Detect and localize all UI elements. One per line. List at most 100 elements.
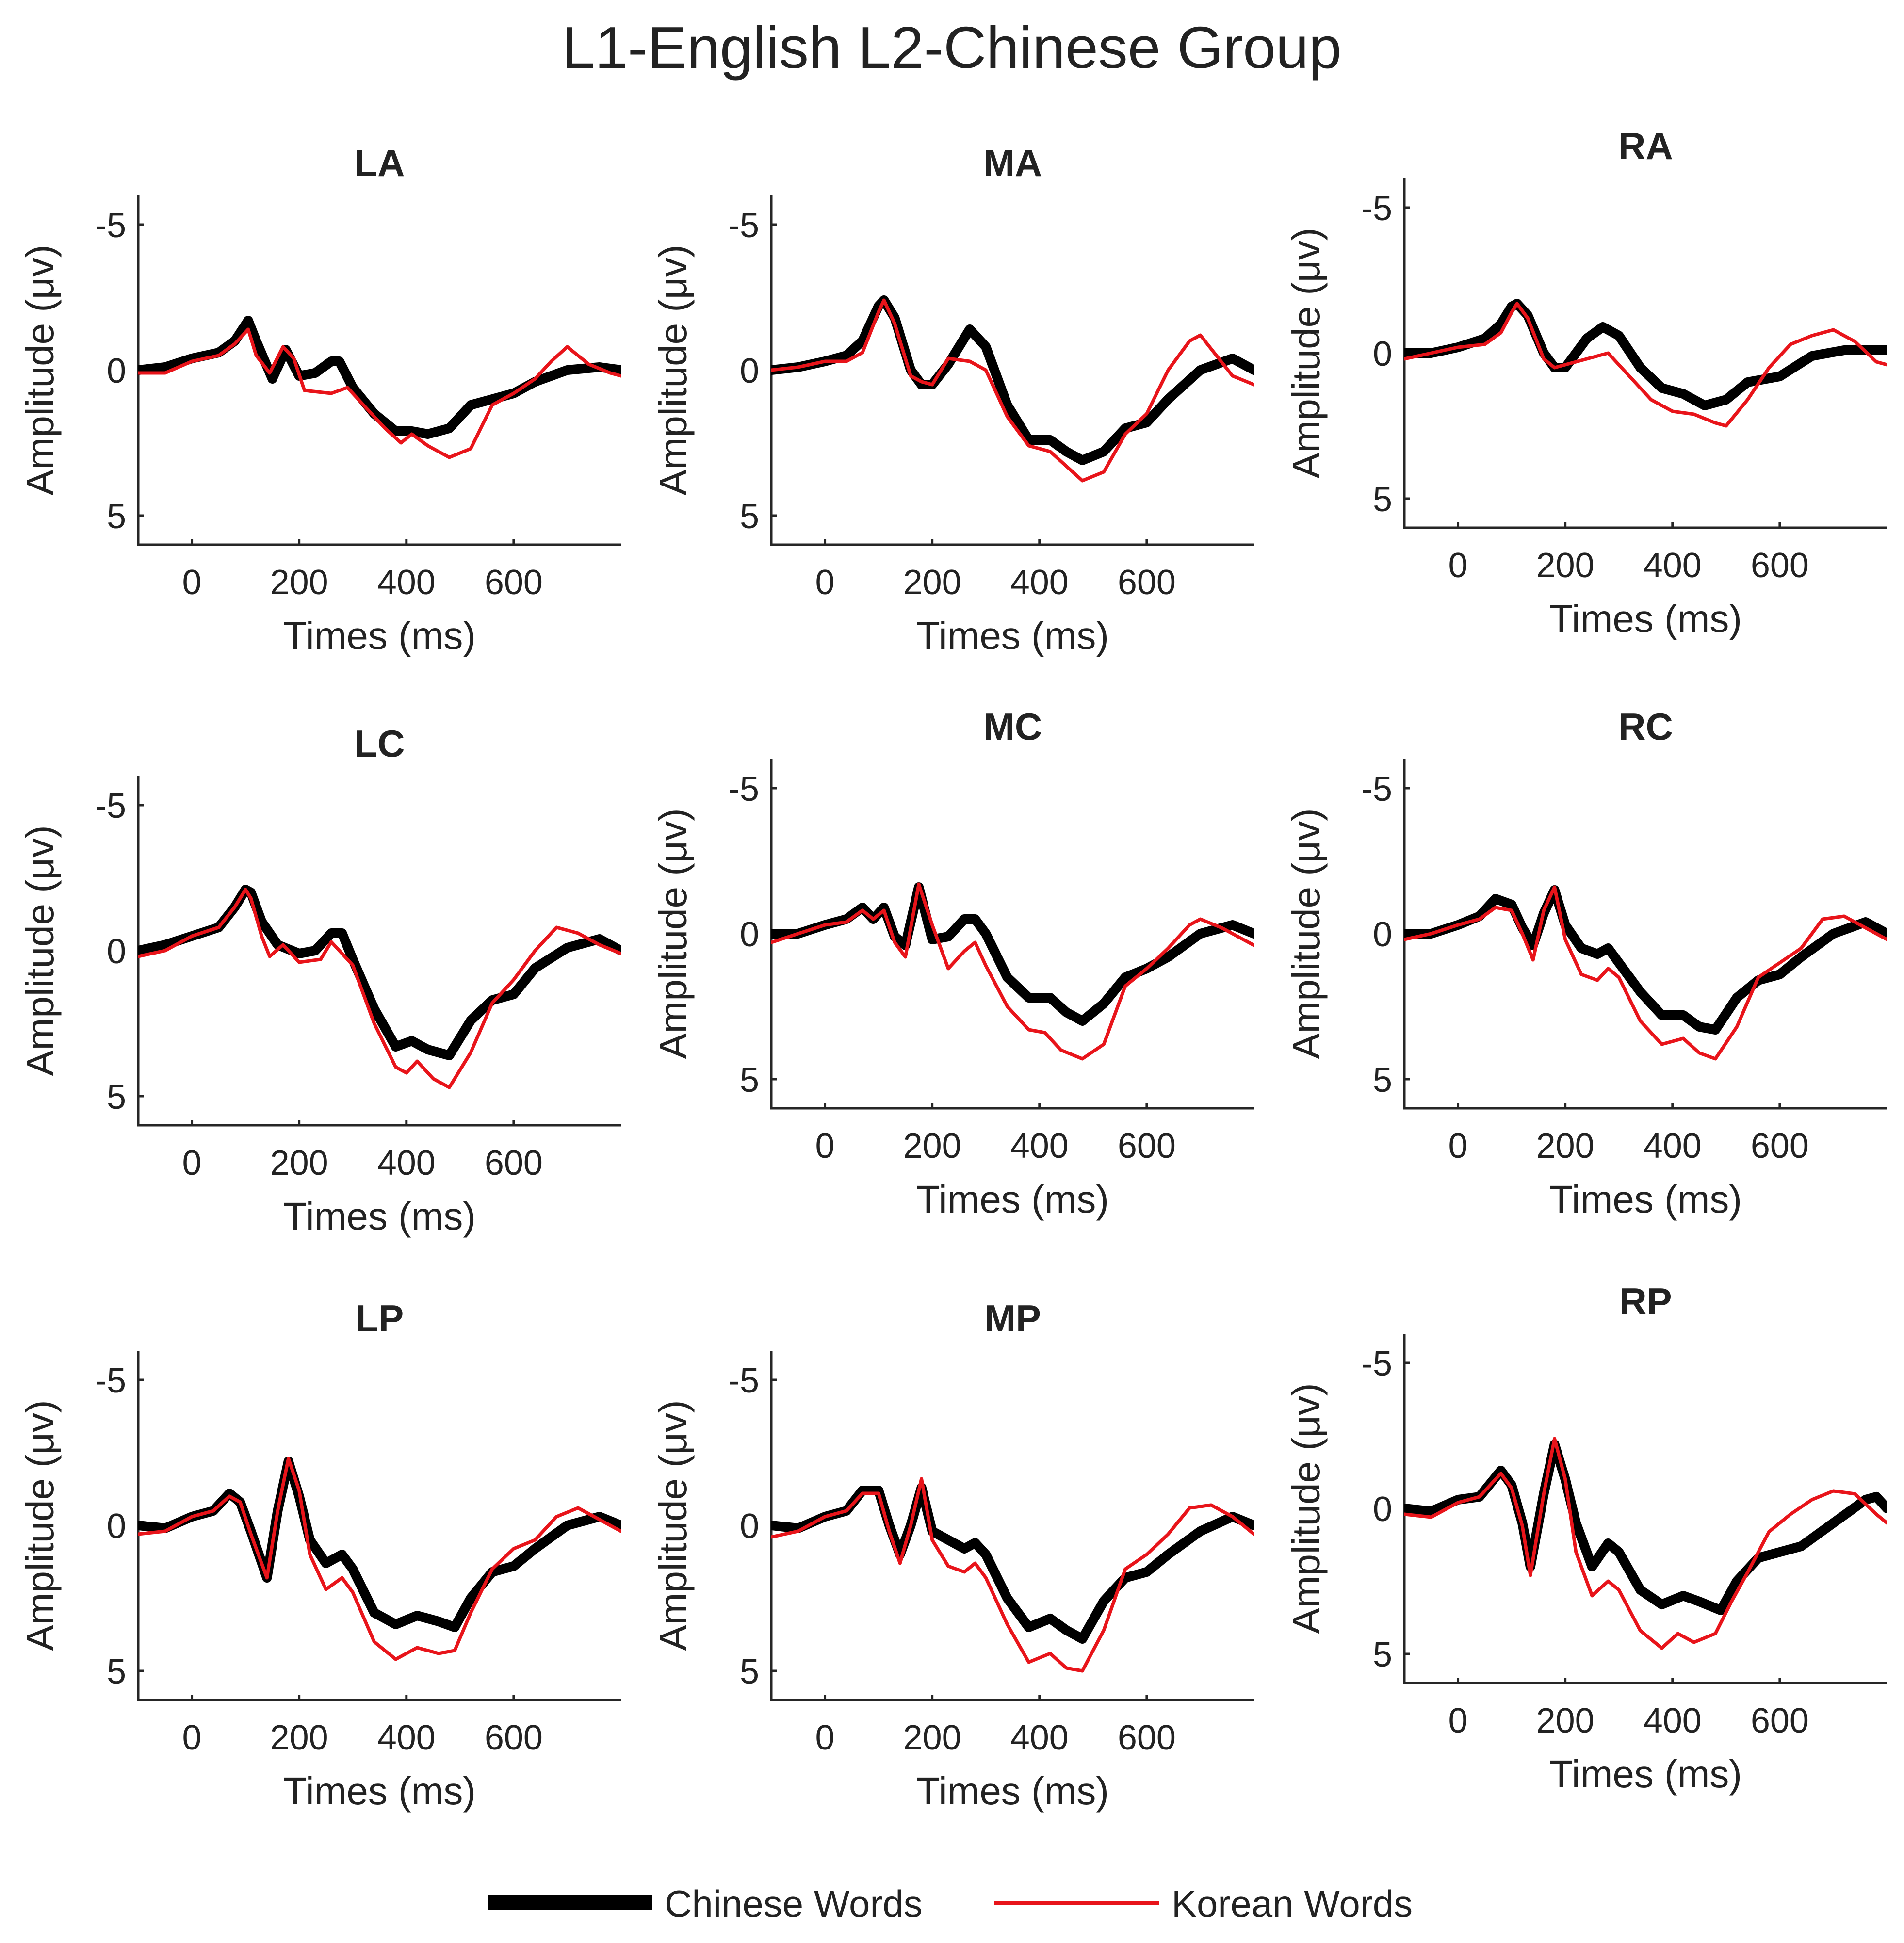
series-line-chinese-words-mp (771, 1483, 1254, 1644)
xlabel-rc: Times (ms) (1549, 1178, 1742, 1221)
ytick-label: 0 (740, 352, 759, 390)
series-line-chinese-words-rc (1404, 885, 1887, 1035)
panel-title-ma: MA (983, 142, 1042, 184)
xtick-label: 600 (485, 1144, 543, 1182)
ylabel-lp: Amplitude (μv) (18, 1400, 62, 1651)
series-line-chinese-words-ma (771, 295, 1254, 465)
panel-title-rc: RC (1618, 705, 1673, 748)
ytick-label: 5 (107, 497, 126, 536)
xtick-label: 0 (182, 1144, 202, 1182)
ytick-label: 5 (740, 497, 759, 536)
xlabel-lc: Times (ms) (283, 1195, 476, 1238)
panel-title-rp: RP (1619, 1280, 1672, 1323)
xlabel-lp: Times (ms) (283, 1769, 476, 1813)
legend-label-chinese-words: Chinese Words (665, 1882, 923, 1925)
ylabel-lc: Amplitude (μv) (18, 825, 62, 1076)
ytick-label: 5 (1373, 1635, 1392, 1674)
ylabel-mp: Amplitude (μv) (651, 1400, 695, 1651)
ytick-label: 0 (1373, 335, 1392, 373)
xtick-label: 400 (1644, 546, 1702, 585)
xtick-label: 200 (903, 563, 961, 602)
series-line-chinese-words-lp (138, 1457, 621, 1632)
ytick-label: 0 (740, 915, 759, 954)
ytick-label: 0 (1373, 915, 1392, 954)
axes-lc (137, 776, 621, 1127)
xlabel-mp: Times (ms) (916, 1769, 1109, 1813)
xlabel-rp: Times (ms) (1549, 1752, 1742, 1796)
axes-rc (1403, 759, 1887, 1110)
xtick-label: 400 (1644, 1127, 1702, 1166)
ylabel-mc: Amplitude (μv) (651, 808, 695, 1059)
xtick-label: 600 (1751, 1127, 1809, 1166)
panel-title-lc: LC (355, 722, 405, 765)
legend: Chinese Words Korean Words (488, 1882, 1413, 1925)
xtick-label: 0 (1448, 1701, 1468, 1740)
axes-la (137, 195, 621, 546)
ytick-label: -5 (728, 770, 759, 809)
axes-lp (137, 1351, 621, 1701)
ytick-label: -5 (728, 1361, 759, 1400)
ytick-label: -5 (95, 1361, 126, 1400)
xtick-label: 200 (270, 1144, 328, 1182)
xtick-label: 200 (270, 563, 328, 602)
xtick-label: 0 (182, 1718, 202, 1757)
xlabel-la: Times (ms) (283, 614, 476, 657)
xtick-label: 0 (815, 1127, 835, 1166)
xtick-label: 200 (903, 1127, 961, 1166)
ytick-label: 0 (107, 1507, 126, 1546)
legend-label-korean-words: Korean Words (1172, 1882, 1413, 1925)
xtick-label: 400 (1010, 1718, 1069, 1757)
series-line-korean-words-ra (1404, 302, 1887, 428)
series-line-korean-words-mc (771, 882, 1254, 1061)
xlabel-ma: Times (ms) (916, 614, 1109, 657)
xtick-label: 400 (377, 1144, 436, 1182)
xtick-label: 600 (1118, 1718, 1176, 1757)
series-line-korean-words-lp (138, 1457, 621, 1661)
panel-title-mc: MC (983, 705, 1042, 748)
ytick-label: 0 (107, 932, 126, 971)
series-line-korean-words-mp (771, 1477, 1254, 1673)
xtick-label: 400 (1644, 1701, 1702, 1740)
xtick-label: 400 (377, 1718, 436, 1757)
ytick-label: -5 (728, 206, 759, 245)
xtick-label: 600 (1118, 1127, 1176, 1166)
series-line-korean-words-rc (1404, 885, 1887, 1061)
ytick-label: 0 (107, 352, 126, 390)
xtick-label: 400 (1010, 563, 1069, 602)
series-line-chinese-words-rp (1404, 1440, 1887, 1615)
xlabel-ra: Times (ms) (1549, 597, 1742, 640)
ytick-label: 5 (107, 1078, 126, 1117)
xtick-label: 400 (1010, 1127, 1069, 1166)
xtick-label: 600 (1751, 1701, 1809, 1740)
xtick-label: 0 (815, 563, 835, 602)
xtick-label: 0 (1448, 1127, 1468, 1166)
xtick-label: 200 (1536, 546, 1595, 585)
ytick-label: 5 (1373, 1061, 1392, 1100)
series-line-chinese-words-mc (771, 882, 1254, 1026)
ytick-label: -5 (1361, 770, 1392, 809)
ytick-label: -5 (1361, 1344, 1392, 1383)
xtick-label: 200 (1536, 1127, 1595, 1166)
ytick-label: 5 (1373, 480, 1392, 519)
ytick-label: -5 (95, 206, 126, 245)
xtick-label: 600 (1751, 546, 1809, 585)
series-line-chinese-words-la (138, 316, 621, 439)
xtick-label: 0 (815, 1718, 835, 1757)
ylabel-rp: Amplitude (μv) (1285, 1383, 1328, 1634)
xtick-label: 600 (485, 563, 543, 602)
ytick-label: -5 (95, 787, 126, 826)
ytick-label: 0 (740, 1507, 759, 1546)
panel-title-lp: LP (356, 1297, 404, 1340)
axes-mp (770, 1351, 1254, 1701)
series-line-korean-words-lc (138, 888, 621, 1089)
axes-mc (770, 759, 1254, 1110)
panel-title-la: LA (355, 142, 405, 184)
